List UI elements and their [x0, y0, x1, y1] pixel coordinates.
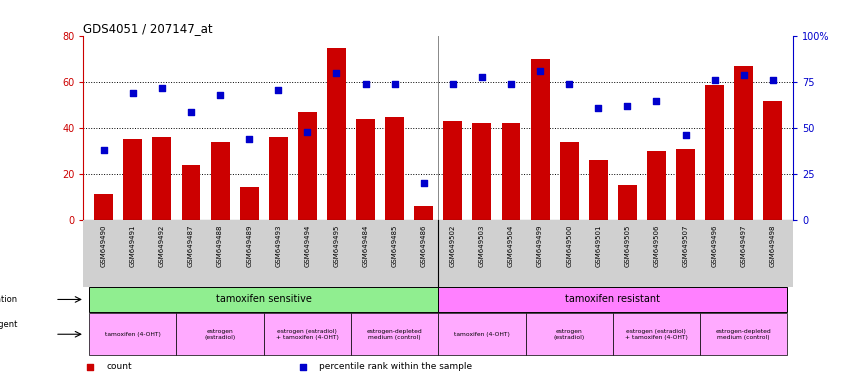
- Text: estrogen (estradiol)
+ tamoxifen (4-OHT): estrogen (estradiol) + tamoxifen (4-OHT): [276, 329, 339, 340]
- Text: estrogen
(estradiol): estrogen (estradiol): [204, 329, 236, 340]
- Point: [214, 92, 227, 98]
- Bar: [613, 313, 700, 355]
- Bar: [618, 185, 637, 220]
- Point: [243, 136, 256, 142]
- Text: tamoxifen (4-OHT): tamoxifen (4-OHT): [105, 332, 161, 337]
- Text: tamoxifen sensitive: tamoxifen sensitive: [216, 295, 311, 305]
- Point: [126, 90, 140, 96]
- Point: [83, 364, 97, 370]
- Point: [475, 74, 488, 80]
- Bar: [298, 112, 317, 220]
- Text: GSM649488: GSM649488: [217, 225, 223, 267]
- Point: [563, 81, 576, 87]
- Bar: [414, 206, 433, 220]
- Point: [620, 103, 634, 109]
- Bar: [269, 137, 288, 220]
- Text: estrogen
(estradiol): estrogen (estradiol): [553, 329, 585, 340]
- Text: GSM649504: GSM649504: [508, 225, 514, 267]
- Bar: [443, 121, 462, 220]
- Bar: [264, 313, 351, 355]
- Text: count: count: [106, 362, 132, 371]
- Bar: [438, 313, 526, 355]
- Text: GSM649484: GSM649484: [363, 225, 368, 267]
- Bar: [560, 142, 579, 220]
- Text: tamoxifen (4-OHT): tamoxifen (4-OHT): [454, 332, 510, 337]
- Bar: [531, 60, 550, 220]
- Bar: [438, 286, 787, 312]
- Text: GSM649495: GSM649495: [334, 225, 340, 267]
- Text: GSM649485: GSM649485: [391, 225, 397, 267]
- Bar: [356, 119, 375, 220]
- Bar: [705, 84, 724, 220]
- Text: agent: agent: [0, 320, 18, 329]
- Bar: [386, 117, 404, 220]
- Bar: [763, 101, 782, 220]
- Point: [534, 68, 547, 74]
- Text: GSM649500: GSM649500: [566, 225, 572, 267]
- Text: estrogen (estradiol)
+ tamoxifen (4-OHT): estrogen (estradiol) + tamoxifen (4-OHT): [625, 329, 688, 340]
- Bar: [211, 142, 230, 220]
- Text: GDS4051 / 207147_at: GDS4051 / 207147_at: [83, 22, 213, 35]
- Point: [766, 77, 780, 83]
- Bar: [734, 66, 753, 220]
- Point: [297, 364, 311, 370]
- Point: [184, 108, 197, 114]
- Text: GSM649507: GSM649507: [683, 225, 688, 267]
- Text: GSM649487: GSM649487: [188, 225, 194, 267]
- Point: [591, 105, 605, 111]
- Bar: [472, 123, 491, 220]
- Bar: [181, 165, 201, 220]
- Text: GSM649492: GSM649492: [159, 225, 165, 267]
- Point: [417, 180, 431, 186]
- Point: [359, 81, 373, 87]
- Point: [97, 147, 111, 153]
- Text: GSM649486: GSM649486: [420, 225, 426, 267]
- Bar: [589, 160, 608, 220]
- Text: GSM649497: GSM649497: [740, 225, 746, 267]
- Point: [446, 81, 460, 87]
- Bar: [176, 313, 264, 355]
- Point: [155, 84, 168, 91]
- Bar: [526, 313, 613, 355]
- Bar: [123, 139, 142, 220]
- Point: [679, 132, 693, 138]
- Text: tamoxifen resistant: tamoxifen resistant: [565, 295, 660, 305]
- Text: GSM649503: GSM649503: [479, 225, 485, 267]
- Text: estrogen-depleted
medium (control): estrogen-depleted medium (control): [367, 329, 422, 340]
- Bar: [327, 48, 346, 220]
- Bar: [501, 123, 521, 220]
- Text: GSM649491: GSM649491: [130, 225, 136, 267]
- Text: estrogen-depleted
medium (control): estrogen-depleted medium (control): [716, 329, 772, 340]
- Bar: [94, 194, 113, 220]
- Point: [271, 86, 285, 93]
- Text: GSM649505: GSM649505: [625, 225, 631, 267]
- Point: [300, 129, 314, 135]
- Bar: [676, 149, 695, 220]
- Text: GSM649502: GSM649502: [450, 225, 456, 267]
- Point: [708, 77, 722, 83]
- Text: GSM649498: GSM649498: [770, 225, 776, 267]
- Bar: [152, 137, 171, 220]
- Text: GSM649499: GSM649499: [537, 225, 543, 267]
- Text: GSM649506: GSM649506: [654, 225, 660, 267]
- Bar: [89, 286, 438, 312]
- Bar: [647, 151, 665, 220]
- Text: GSM649493: GSM649493: [275, 225, 282, 267]
- Point: [737, 72, 751, 78]
- Bar: [351, 313, 438, 355]
- Point: [329, 70, 343, 76]
- Point: [388, 81, 402, 87]
- Text: GSM649489: GSM649489: [246, 225, 252, 267]
- Text: GSM649501: GSM649501: [595, 225, 602, 267]
- Point: [649, 98, 663, 104]
- Bar: [89, 313, 176, 355]
- Bar: [700, 313, 787, 355]
- Text: GSM649496: GSM649496: [711, 225, 717, 267]
- Text: GSM649490: GSM649490: [100, 225, 106, 267]
- Text: genotype/variation: genotype/variation: [0, 295, 18, 304]
- Bar: [240, 187, 259, 220]
- Point: [504, 81, 517, 87]
- Text: percentile rank within the sample: percentile rank within the sample: [319, 362, 472, 371]
- Text: GSM649494: GSM649494: [305, 225, 311, 267]
